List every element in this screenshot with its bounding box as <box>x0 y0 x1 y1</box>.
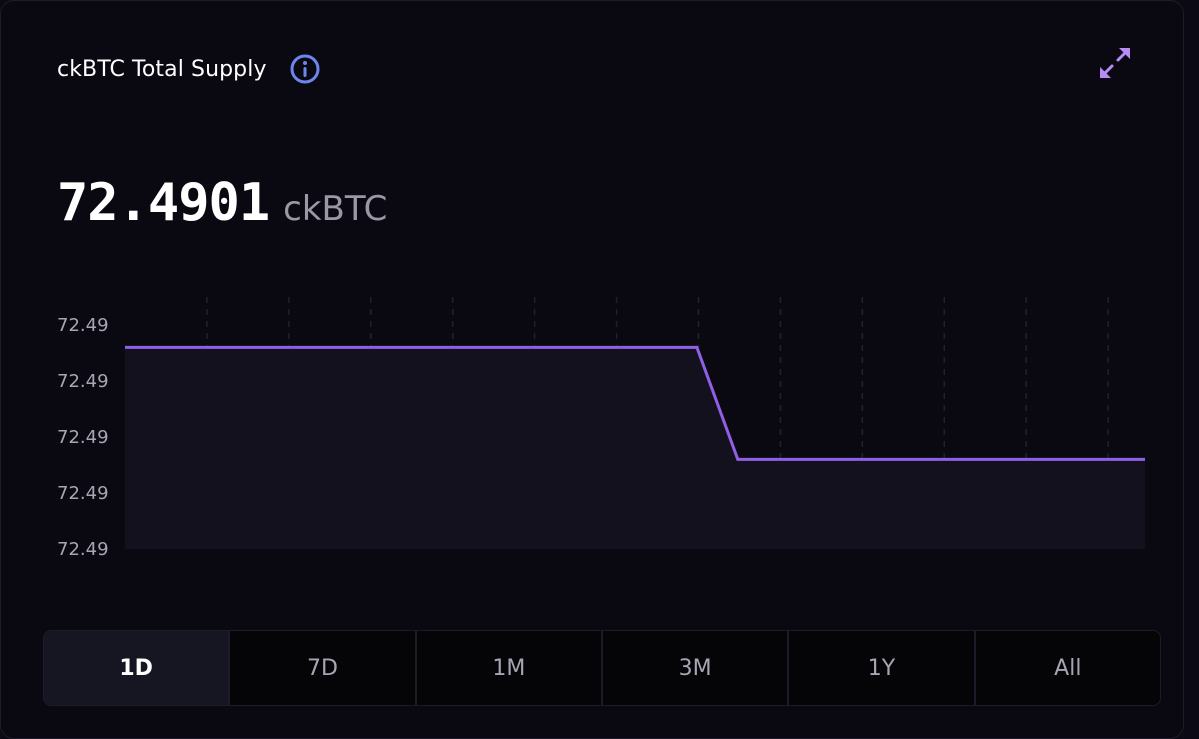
supply-value: 72.4901 ckBTC <box>57 173 387 233</box>
card-header: ckBTC Total Supply <box>57 51 321 87</box>
series-line <box>125 345 1145 461</box>
range-button-1m[interactable]: 1M <box>417 631 603 705</box>
supply-amount: 72.4901 <box>57 173 270 233</box>
time-range-selector: 1D 7D 1M 3M 1Y All <box>43 630 1161 706</box>
area-fill <box>125 347 1145 549</box>
supply-chart: 72.49 72.49 72.49 72.49 72.49 <box>57 297 1145 560</box>
supply-unit: ckBTC <box>283 189 388 229</box>
info-icon[interactable] <box>289 53 321 85</box>
y-tick-label: 72.49 <box>57 483 109 504</box>
y-tick-label: 72.49 <box>57 371 109 392</box>
range-button-1y[interactable]: 1Y <box>789 631 976 705</box>
y-tick-label: 72.49 <box>57 427 109 448</box>
range-button-3m[interactable]: 3M <box>603 631 790 705</box>
range-button-7d[interactable]: 7D <box>230 631 417 705</box>
range-button-1d[interactable]: 1D <box>44 631 231 705</box>
range-button-all[interactable]: All <box>1054 655 1082 681</box>
expand-icon[interactable] <box>1097 45 1133 81</box>
y-tick-label: 72.49 <box>57 315 109 336</box>
card-title: ckBTC Total Supply <box>57 56 267 82</box>
y-tick-label: 72.49 <box>57 539 109 560</box>
